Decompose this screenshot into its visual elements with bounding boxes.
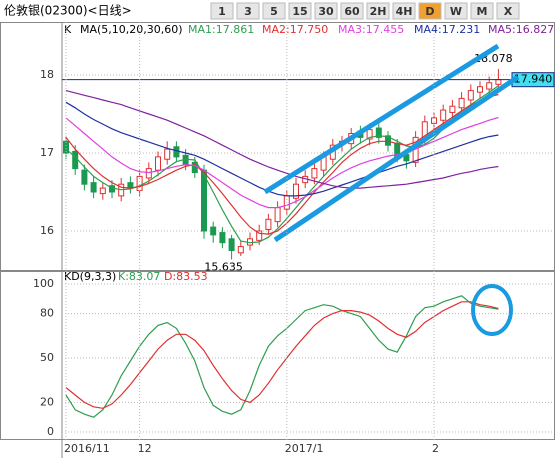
legend-entry: D:83.53 [164, 270, 208, 283]
panel-label: K [64, 23, 72, 36]
candle-body [477, 86, 483, 93]
toolbar-button[interactable] [236, 2, 260, 20]
price-tag-label: 17.940 [514, 73, 553, 86]
x-tick-label: 12 [138, 442, 152, 455]
candle-body [63, 140, 69, 154]
legend-entry: MA2:17.750 [262, 23, 328, 36]
legend-entry: MA4:17.231 [414, 23, 480, 36]
toolbar-button-label[interactable]: 1 [218, 5, 226, 18]
toolbar-button-label[interactable]: M [477, 5, 488, 18]
candle-body [274, 207, 281, 223]
panel-label: KD(9,3,3) [64, 270, 116, 283]
candle-body [155, 156, 161, 171]
candle-body [90, 182, 97, 193]
candle-body [145, 168, 152, 179]
x-tick-label: 2017/1 [285, 442, 324, 455]
toolbar-button[interactable] [210, 2, 234, 20]
candle-body [265, 218, 272, 230]
candle-body [81, 169, 88, 185]
toolbar-button-label[interactable]: D [425, 5, 434, 18]
candle-body [449, 105, 456, 113]
x-tick-label: 2 [432, 442, 439, 455]
toolbar-button[interactable] [470, 2, 494, 20]
low-annotation: 15.635 [204, 260, 243, 273]
candle-body [219, 232, 226, 244]
y-tick-label: 20 [40, 395, 54, 408]
candle-body [293, 183, 299, 199]
y-tick-label: 0 [47, 425, 54, 438]
toolbar-button[interactable] [366, 2, 390, 20]
toolbar-button[interactable] [314, 2, 338, 20]
toolbar-button-label[interactable]: 2H [370, 5, 387, 18]
toolbar-button[interactable] [496, 2, 520, 20]
candle-body [311, 168, 318, 179]
toolbar-button-label[interactable]: 15 [292, 5, 307, 18]
candle-body [72, 150, 79, 170]
toolbar-button-label[interactable]: 60 [344, 5, 360, 18]
y-tick-label: 18 [40, 68, 54, 81]
toolbar-button-label[interactable]: 3 [244, 5, 252, 18]
ma-line [65, 93, 499, 235]
toolbar: 1 3 5 15 30 60 2H 4H D W M X [210, 2, 520, 20]
candle-body [458, 97, 465, 109]
x-tick-label: 2016/11 [64, 442, 110, 455]
kd-line [65, 295, 499, 418]
toolbar-button[interactable] [444, 2, 468, 20]
candle-body [164, 148, 171, 160]
y-tick-label: 80 [40, 307, 54, 320]
candle-body [237, 246, 244, 254]
ma-line [65, 90, 499, 189]
candle-body [486, 82, 493, 90]
kd-panel: 0 20 50 80 100 KD(9,3,3) K:83.07 D:83.53 [33, 270, 554, 438]
candle-body [99, 187, 106, 195]
candle-body [256, 230, 263, 241]
toolbar-button[interactable] [392, 2, 416, 20]
toolbar-button-label[interactable]: 5 [270, 5, 278, 18]
y-tick-label: 50 [40, 351, 54, 364]
toolbar-button-label[interactable]: X [504, 5, 513, 18]
candle-body [495, 79, 502, 85]
candle-body [366, 129, 373, 140]
toolbar-button-label[interactable]: 4H [396, 5, 413, 18]
candle-body [467, 90, 474, 101]
toolbar-button[interactable] [288, 2, 312, 20]
y-tick-label: 17 [40, 146, 54, 159]
toolbar-button[interactable] [262, 2, 286, 20]
candle-body [440, 109, 447, 121]
candle-body [431, 117, 437, 124]
legend-entry: MA5:16.827 [488, 23, 554, 36]
candle-body [228, 238, 235, 252]
toolbar-title: 伦敦银(02300)<日线> [4, 3, 132, 18]
candle-body [385, 135, 391, 146]
toolbar-button[interactable] [340, 2, 364, 20]
legend-entry: K:83.07 [118, 270, 160, 283]
y-tick-label: 100 [33, 277, 54, 290]
legend-entry: MA1:17.861 [188, 23, 254, 36]
trend-channel-lower [273, 74, 520, 243]
ma-line [65, 116, 499, 209]
ma-line [65, 101, 499, 197]
trend-channel-upper [263, 43, 500, 195]
toolbar-button-label[interactable]: W [450, 5, 462, 18]
kd-line [65, 301, 499, 409]
toolbar-button-label[interactable]: 30 [318, 5, 334, 18]
candle-body [375, 127, 382, 138]
highlight-circle [471, 284, 513, 336]
y-tick-label: 16 [40, 224, 54, 237]
candle-body [210, 226, 217, 236]
legend-title: MA(5,10,20,30,60) [80, 23, 183, 36]
candle-body [173, 146, 180, 158]
toolbar-button[interactable] [418, 2, 442, 20]
legend-entry: MA3:17.455 [338, 23, 404, 36]
